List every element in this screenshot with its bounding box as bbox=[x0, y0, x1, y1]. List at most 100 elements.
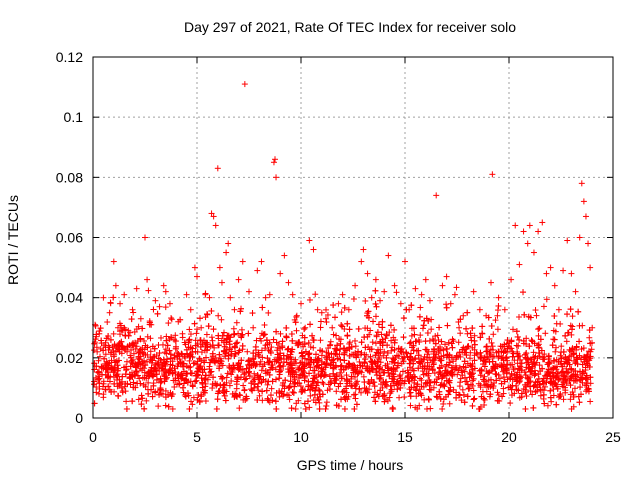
data-point bbox=[422, 276, 429, 283]
data-point-dense bbox=[92, 322, 99, 329]
data-point-dense bbox=[514, 374, 521, 381]
data-point-dense bbox=[406, 356, 413, 363]
data-point-dense bbox=[238, 305, 245, 312]
data-point-dense bbox=[337, 356, 344, 363]
data-point-dense bbox=[463, 352, 470, 359]
data-point-dense bbox=[300, 369, 307, 376]
data-point-dense bbox=[222, 353, 229, 360]
data-point-dense bbox=[203, 331, 210, 338]
data-point-dense bbox=[382, 335, 389, 342]
data-point-dense bbox=[510, 366, 517, 373]
data-point-dense bbox=[492, 317, 499, 324]
data-point-dense bbox=[209, 353, 216, 360]
data-point-dense bbox=[488, 322, 495, 329]
data-point-dense bbox=[233, 319, 240, 326]
data-point-dense bbox=[340, 388, 347, 395]
data-point-dense bbox=[267, 392, 274, 399]
data-point-dense bbox=[104, 319, 111, 326]
data-point-dense bbox=[314, 362, 321, 369]
data-point-dense bbox=[577, 384, 584, 391]
data-point-dense bbox=[553, 401, 560, 408]
data-point-dense bbox=[243, 375, 250, 382]
data-point-dense bbox=[91, 360, 98, 367]
data-point-dense bbox=[98, 364, 105, 371]
data-point bbox=[206, 294, 213, 301]
data-point-dense bbox=[547, 387, 554, 394]
data-point-dense bbox=[529, 338, 536, 345]
data-point-dense bbox=[490, 383, 497, 390]
data-point-dense bbox=[375, 321, 382, 328]
data-point bbox=[560, 267, 567, 274]
data-point-dense bbox=[507, 375, 514, 382]
data-point-dense bbox=[403, 349, 410, 356]
data-point-dense bbox=[486, 335, 493, 342]
data-point-dense bbox=[464, 309, 471, 316]
data-point-dense bbox=[324, 387, 331, 394]
data-point-dense bbox=[323, 402, 330, 409]
data-point bbox=[578, 180, 585, 187]
data-point-dense bbox=[307, 356, 314, 363]
data-point-dense bbox=[226, 382, 233, 389]
data-point-dense bbox=[426, 386, 433, 393]
data-point-dense bbox=[523, 350, 530, 357]
data-point-dense bbox=[139, 374, 146, 381]
data-point-dense bbox=[133, 361, 140, 368]
data-point-dense bbox=[341, 405, 348, 412]
data-point-dense bbox=[236, 405, 243, 412]
data-point-dense bbox=[233, 340, 240, 347]
data-point-dense bbox=[391, 360, 398, 367]
data-point-dense bbox=[316, 391, 323, 398]
data-point-dense bbox=[407, 350, 414, 357]
data-point-dense bbox=[364, 365, 371, 372]
data-point-dense bbox=[470, 387, 477, 394]
data-point-dense bbox=[498, 362, 505, 369]
data-point-dense bbox=[100, 347, 107, 354]
data-point-dense bbox=[567, 382, 574, 389]
data-point-dense bbox=[314, 357, 321, 364]
data-point-dense bbox=[239, 331, 246, 338]
data-point-dense bbox=[152, 360, 159, 367]
data-point bbox=[214, 165, 221, 172]
data-point bbox=[364, 270, 371, 277]
data-point-dense bbox=[340, 345, 347, 352]
data-point-dense bbox=[569, 313, 576, 320]
data-point-dense bbox=[509, 376, 516, 383]
data-point-dense bbox=[274, 347, 281, 354]
data-point-dense bbox=[420, 322, 427, 329]
data-point-dense bbox=[136, 375, 143, 382]
data-point bbox=[281, 252, 288, 259]
data-point-dense bbox=[199, 366, 206, 373]
data-point-dense bbox=[423, 366, 430, 373]
data-point-dense bbox=[211, 358, 218, 365]
data-point-dense bbox=[330, 364, 337, 371]
data-point-dense bbox=[547, 394, 554, 401]
data-point-dense bbox=[226, 364, 233, 371]
data-point bbox=[94, 348, 101, 355]
data-point-dense bbox=[298, 365, 305, 372]
data-point-dense bbox=[361, 334, 368, 341]
data-point-dense bbox=[540, 391, 547, 398]
data-point bbox=[508, 276, 515, 283]
data-point-dense bbox=[586, 334, 593, 341]
data-point-dense bbox=[326, 386, 333, 393]
data-point-dense bbox=[317, 337, 324, 344]
x-tick-label: 20 bbox=[501, 429, 517, 445]
data-point-dense bbox=[428, 316, 435, 323]
data-point-dense bbox=[136, 356, 143, 363]
data-point-dense bbox=[128, 316, 135, 323]
data-point-dense bbox=[236, 347, 243, 354]
data-point-dense bbox=[379, 366, 386, 373]
data-point-dense bbox=[407, 393, 414, 400]
data-point-dense bbox=[379, 324, 386, 331]
data-point-dense bbox=[228, 377, 235, 384]
data-point-dense bbox=[432, 340, 439, 347]
data-point-dense bbox=[337, 369, 344, 376]
data-point-dense bbox=[525, 375, 532, 382]
data-point-dense bbox=[476, 405, 483, 412]
data-point-dense bbox=[250, 355, 257, 362]
data-point-dense bbox=[231, 330, 238, 337]
data-point-dense bbox=[565, 329, 572, 336]
data-point-dense bbox=[127, 373, 134, 380]
data-point bbox=[218, 279, 225, 286]
data-point-dense bbox=[388, 386, 395, 393]
